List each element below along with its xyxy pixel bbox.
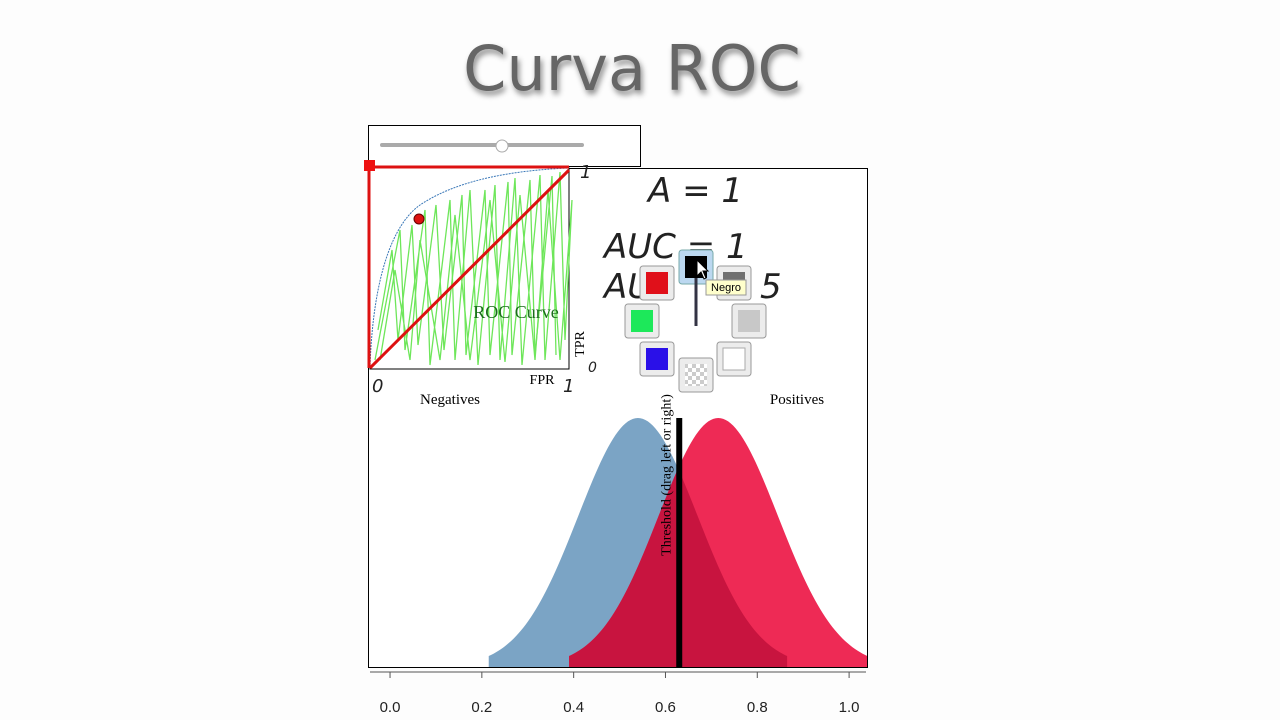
positives-label: Positives <box>770 392 824 408</box>
tooltip <box>705 279 747 296</box>
diagonal <box>368 168 571 370</box>
swatch <box>722 347 746 371</box>
note: 0 <box>372 376 383 397</box>
threshold-label: Threshold (drag left or right) <box>659 394 674 556</box>
x-tick-label: 0.6 <box>655 699 676 716</box>
tooltip-text: Negro <box>711 282 741 294</box>
swatch <box>646 272 668 294</box>
cursor <box>696 258 710 280</box>
ideal-point <box>364 160 375 171</box>
x-tick-label: 1.0 <box>839 699 860 716</box>
swatch <box>738 310 760 332</box>
x-tick-label: 0.4 <box>563 699 584 716</box>
note: 0 <box>588 360 597 376</box>
roc-y-label: TPR <box>573 331 588 357</box>
roc-title: ROC Curve <box>473 302 559 322</box>
slide-title: Curva ROC <box>463 32 801 105</box>
green-scribble <box>374 171 573 366</box>
swatch <box>646 348 668 370</box>
note: 1 <box>563 376 574 397</box>
x-tick-label: 0.0 <box>380 699 401 716</box>
note: AUC = 1 <box>602 227 748 267</box>
color-palette: Negro <box>624 249 767 393</box>
roc-curve <box>369 167 570 369</box>
x-tick-label: 0.8 <box>747 699 768 716</box>
x-tick-label: 0.2 <box>471 699 492 716</box>
swatch <box>631 310 653 332</box>
distribution-plot: Negatives Positives <box>368 168 868 673</box>
slider-knob[interactable] <box>495 139 509 153</box>
roc-point <box>413 213 425 225</box>
roc-inset: ROC Curve FPR TPR <box>364 125 641 388</box>
note: A = 1 <box>646 171 743 211</box>
roc-x-label: FPR <box>530 373 556 388</box>
note: 1 <box>580 162 591 183</box>
note: 5 <box>760 267 782 307</box>
negatives-label: Negatives <box>420 392 480 408</box>
swatch <box>685 364 707 386</box>
